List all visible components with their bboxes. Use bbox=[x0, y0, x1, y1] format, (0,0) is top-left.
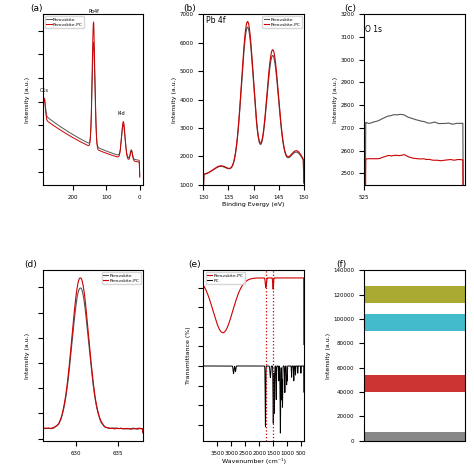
Y-axis label: Intensity (a.u.): Intensity (a.u.) bbox=[172, 76, 177, 123]
Legend: Perovskite, Perovskite-PC: Perovskite, Perovskite-PC bbox=[101, 273, 141, 284]
X-axis label: Wavenumber (cm⁻¹): Wavenumber (cm⁻¹) bbox=[221, 458, 286, 465]
Text: (c): (c) bbox=[344, 4, 356, 13]
Y-axis label: Intensity (a.u.): Intensity (a.u.) bbox=[25, 76, 30, 123]
Text: (a): (a) bbox=[31, 4, 43, 13]
Bar bbox=[364, 314, 465, 331]
Text: I4d: I4d bbox=[118, 110, 125, 116]
Text: Pb4f: Pb4f bbox=[88, 9, 99, 14]
Bar bbox=[364, 286, 465, 303]
Bar bbox=[364, 375, 465, 392]
Text: Pb 4f: Pb 4f bbox=[206, 16, 225, 25]
Text: (d): (d) bbox=[25, 260, 37, 269]
Text: (f): (f) bbox=[336, 260, 346, 269]
Y-axis label: Intensity (a.u.): Intensity (a.u.) bbox=[25, 332, 30, 379]
Y-axis label: Transmittance (%): Transmittance (%) bbox=[186, 327, 191, 384]
Text: C1s: C1s bbox=[40, 88, 49, 93]
Y-axis label: Intensity (a.u.): Intensity (a.u.) bbox=[326, 332, 330, 379]
Text: O 1s: O 1s bbox=[365, 26, 383, 35]
Legend: Perovskite, Perovskite-PC: Perovskite, Perovskite-PC bbox=[263, 17, 301, 28]
Text: (b): (b) bbox=[183, 4, 196, 13]
Bar bbox=[364, 432, 465, 449]
Text: (e): (e) bbox=[188, 260, 201, 269]
Legend: Perovskite, Perovskite-PC: Perovskite, Perovskite-PC bbox=[45, 17, 84, 28]
Legend: Perovskite-PC, PC: Perovskite-PC, PC bbox=[206, 273, 245, 284]
Y-axis label: Intensity (a.u.): Intensity (a.u.) bbox=[333, 76, 337, 123]
X-axis label: Binding Evergy (eV): Binding Evergy (eV) bbox=[222, 202, 285, 207]
